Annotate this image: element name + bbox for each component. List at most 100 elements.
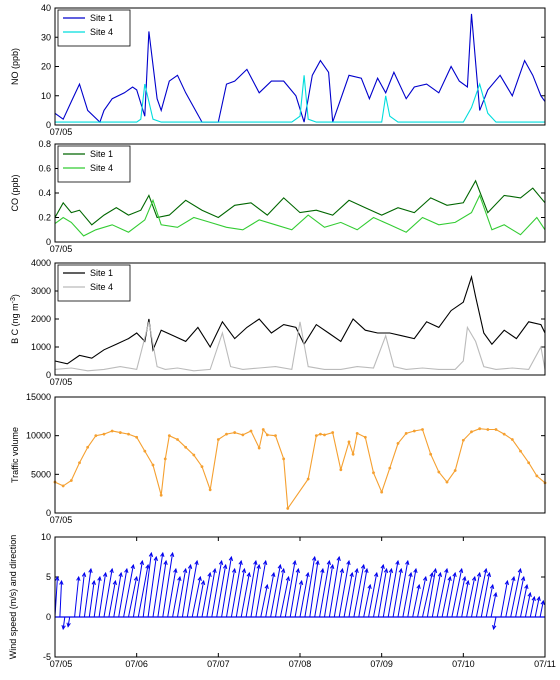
data-point bbox=[208, 488, 212, 492]
wind-arrow bbox=[358, 568, 368, 618]
y-tick-label: 10 bbox=[41, 532, 51, 542]
legend-label: Site 4 bbox=[90, 27, 113, 37]
legend-label: Site 1 bbox=[90, 149, 113, 159]
data-point bbox=[225, 432, 228, 436]
wind-arrow-head bbox=[271, 571, 276, 577]
wind-arrow-head bbox=[471, 575, 477, 582]
y-tick-label: 5 bbox=[46, 572, 51, 582]
wind-arrow bbox=[230, 560, 242, 618]
wind-arrow-head bbox=[527, 591, 532, 598]
wind-arrow bbox=[426, 568, 437, 618]
data-point bbox=[61, 484, 65, 488]
wind-arrow bbox=[196, 580, 205, 618]
wind-arrow-head bbox=[163, 559, 168, 565]
wind-arrow-head bbox=[405, 559, 410, 565]
wind-arrow bbox=[529, 596, 535, 618]
wind-arrow-head bbox=[517, 567, 522, 574]
data-point bbox=[94, 434, 98, 438]
wind-arrow bbox=[279, 576, 290, 618]
data-point bbox=[404, 431, 408, 435]
legend-label: Site 4 bbox=[90, 282, 113, 292]
data-point bbox=[233, 431, 237, 434]
data-point bbox=[429, 452, 433, 456]
data-point bbox=[167, 434, 171, 438]
data-point bbox=[176, 438, 179, 441]
series-line-site-1 bbox=[54, 179, 546, 226]
wind-arrow-head bbox=[524, 583, 529, 590]
wind-arrow-head bbox=[139, 559, 145, 565]
data-point bbox=[396, 442, 400, 445]
wind-arrow-head bbox=[452, 571, 457, 577]
wind-arrow-head bbox=[493, 591, 498, 598]
wind-arrow-head bbox=[169, 551, 175, 557]
y-tick-label: 0.8 bbox=[38, 139, 51, 149]
wind-arrow bbox=[524, 592, 531, 618]
y-tick-label: 0 bbox=[46, 120, 51, 130]
wind-arrow bbox=[471, 572, 481, 618]
wind-arrow-head bbox=[160, 551, 165, 557]
wind-arrow bbox=[162, 552, 174, 618]
wind-arrow-head bbox=[241, 567, 247, 573]
wind-arrow bbox=[461, 580, 469, 618]
y-tick-label: 3000 bbox=[31, 286, 51, 296]
panel-5: -5 0 5 10 07/05 07/06 07/07 07/08 07/09 07/10 07/1… bbox=[8, 532, 556, 669]
wind-arrow-head bbox=[367, 583, 372, 590]
x-tick-label: 07/07 bbox=[207, 659, 230, 669]
y-tick-label: 0 bbox=[46, 508, 51, 518]
wind-arrow bbox=[338, 560, 350, 618]
data-point bbox=[380, 490, 384, 494]
wind-arrow bbox=[436, 568, 448, 618]
wind-arrow-head bbox=[187, 563, 193, 569]
data-point bbox=[319, 432, 322, 436]
legend-label: Site 1 bbox=[90, 13, 113, 23]
x-tick-label: 07/08 bbox=[289, 659, 312, 669]
wind-arrow-head bbox=[173, 567, 178, 573]
legend-box bbox=[57, 145, 131, 183]
wind-arrow bbox=[67, 616, 71, 627]
wind-arrow-head bbox=[133, 575, 139, 582]
data-point bbox=[470, 430, 473, 434]
data-point bbox=[347, 440, 351, 444]
wind-arrow-head bbox=[489, 583, 495, 590]
y-tick-label: 30 bbox=[41, 32, 51, 42]
wind-arrow bbox=[62, 616, 66, 630]
wind-arrow-head bbox=[504, 579, 509, 585]
legend: Site 1 Site 4 bbox=[57, 145, 131, 183]
wind-arrow-head bbox=[246, 571, 251, 577]
wind-arrow bbox=[490, 592, 497, 618]
legend: Site 1 Site 4 bbox=[57, 9, 131, 47]
wind-arrow bbox=[441, 576, 451, 618]
y-axis-label: CO (ppb) bbox=[10, 174, 20, 211]
wind-arrow-head bbox=[238, 559, 243, 565]
y-tick-label: -5 bbox=[43, 652, 51, 662]
wind-arrow-head bbox=[339, 567, 345, 573]
data-point bbox=[323, 433, 326, 437]
wind-arrow bbox=[353, 564, 365, 618]
data-point bbox=[216, 438, 220, 441]
wind-arrow bbox=[314, 568, 324, 618]
data-point bbox=[510, 438, 514, 441]
wind-arrow bbox=[417, 576, 427, 618]
wind-arrow-head bbox=[262, 559, 268, 565]
wind-arrow bbox=[534, 596, 540, 618]
wind-arrow-head bbox=[59, 579, 64, 585]
wind-arrow-head bbox=[61, 625, 66, 631]
wind-arrow-head bbox=[76, 575, 81, 581]
series-line-site-4 bbox=[54, 321, 546, 372]
wind-arrow bbox=[211, 560, 223, 618]
wind-arrow-head bbox=[88, 567, 93, 573]
wind-arrow-head bbox=[280, 567, 286, 573]
wind-arrow bbox=[456, 576, 466, 618]
wind-arrow-head bbox=[264, 583, 269, 590]
wind-arrow-head bbox=[118, 571, 123, 577]
wind-arrow bbox=[397, 560, 409, 618]
series-line-site-4 bbox=[55, 75, 545, 123]
data-point bbox=[110, 429, 114, 433]
y-axis-label: NO (ppb) bbox=[10, 48, 20, 85]
wind-arrow bbox=[270, 564, 281, 618]
wind-arrow bbox=[226, 568, 236, 618]
wind-arrow-head bbox=[292, 559, 297, 565]
y-tick-label: 0.6 bbox=[38, 164, 51, 174]
wind-arrow bbox=[128, 576, 138, 618]
wind-arrow bbox=[402, 572, 412, 618]
